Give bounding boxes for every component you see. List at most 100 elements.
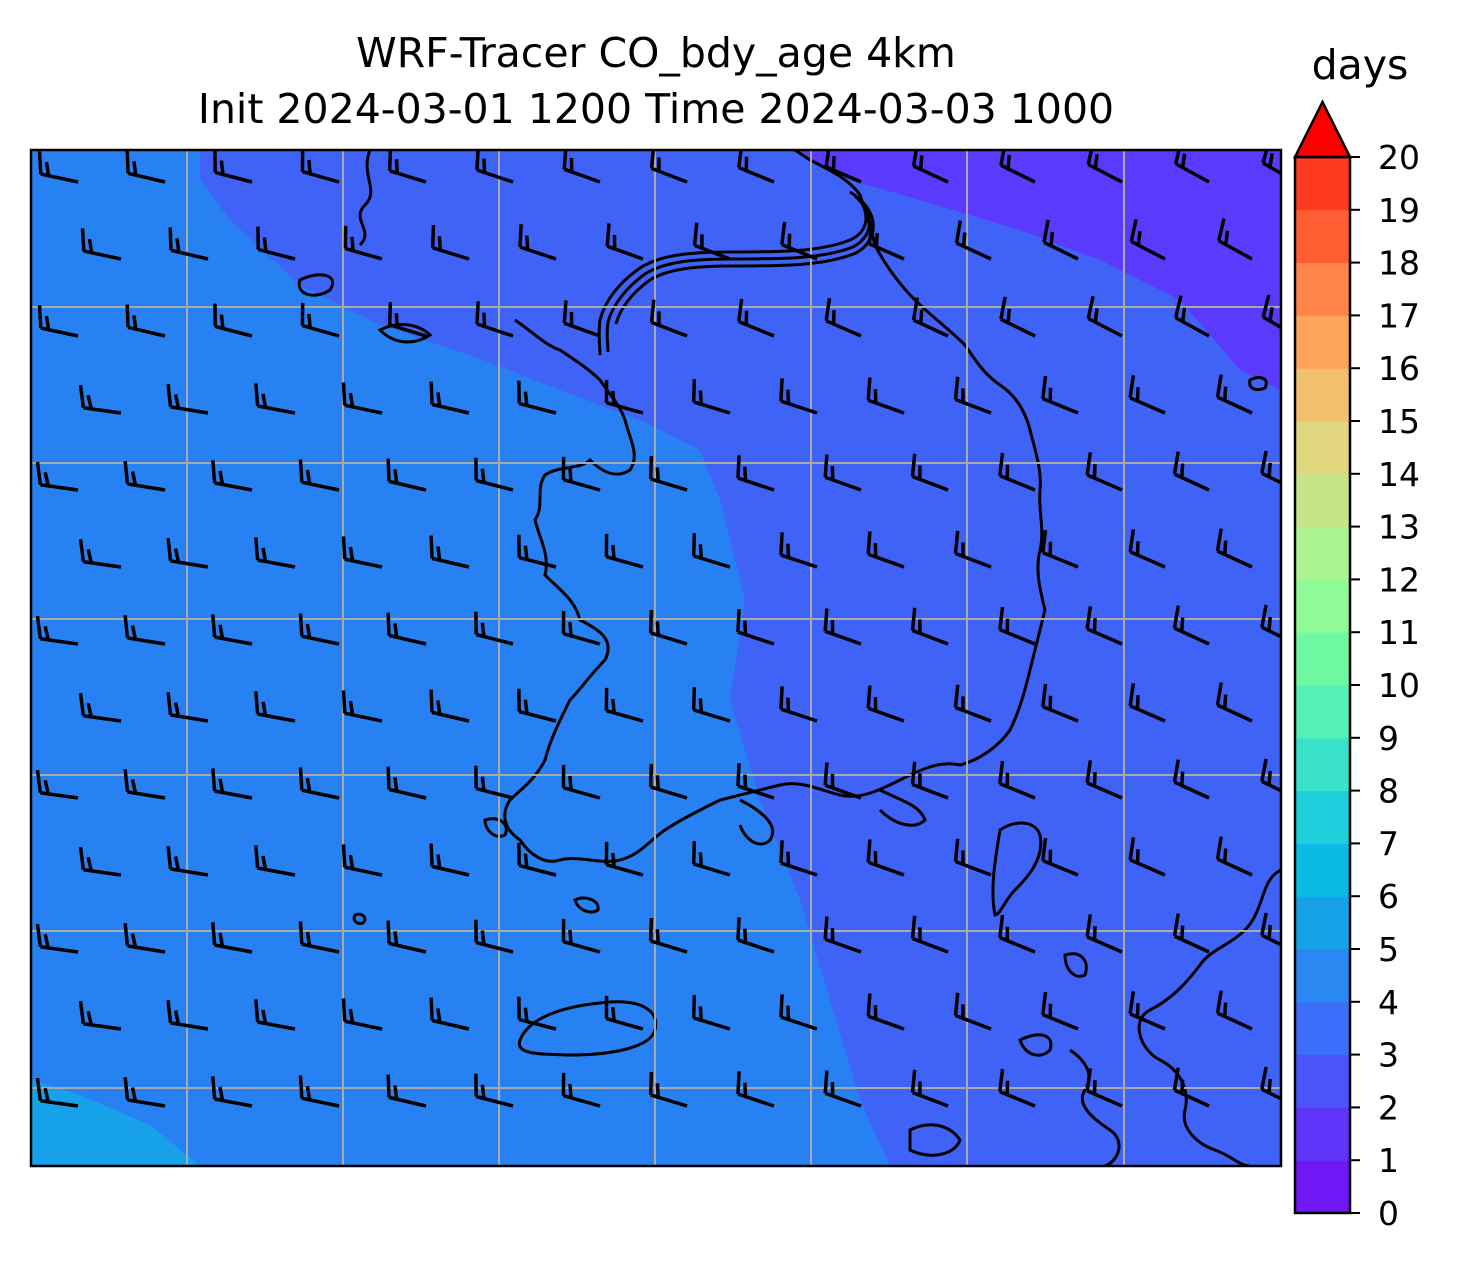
wind-barb (1260, 912, 1281, 954)
wind-barb (823, 608, 862, 646)
wind-barb (954, 220, 992, 261)
colorbar-segment (1295, 473, 1350, 528)
wind-barb (648, 610, 688, 646)
wind-barb (1215, 682, 1253, 723)
wind-barb (517, 380, 557, 415)
wind-barb (1215, 374, 1253, 415)
wind-barb (649, 299, 688, 338)
colorbar-segment (1295, 685, 1350, 739)
wind-barb (517, 842, 557, 877)
colorbar-segment (1295, 843, 1350, 897)
wind-barb (1041, 683, 1079, 723)
wind-barb (866, 531, 905, 569)
wind-barb (256, 226, 296, 261)
colorbar-tick-label: 3 (1378, 1036, 1399, 1075)
wind-barb (386, 1074, 427, 1108)
colorbar-tick-label: 4 (1378, 983, 1399, 1022)
wind-barb (1260, 758, 1281, 800)
colorbar-tick-label: 1 (1378, 1141, 1399, 1180)
wind-barb (780, 221, 818, 261)
wind-barbs (35, 150, 1281, 1108)
graticule (31, 150, 1281, 1166)
wind-barb (999, 150, 1036, 184)
wind-barb (298, 1075, 340, 1108)
wind-barb (1085, 760, 1123, 800)
wind-barb (517, 688, 557, 723)
wind-barb (1042, 219, 1079, 261)
wind-barb (823, 454, 862, 492)
colorbar-tick-label: 10 (1378, 666, 1420, 705)
wind-barb (691, 379, 731, 415)
wind-barb (910, 607, 949, 646)
wind-barb (341, 998, 383, 1031)
colorbar-segment (1295, 1160, 1350, 1214)
wind-barb (254, 845, 296, 877)
wind-barb (998, 1068, 1036, 1108)
wind-barb (604, 379, 644, 415)
wind-barb (211, 614, 253, 646)
wind-barb (429, 997, 470, 1031)
wind-barb (953, 376, 992, 415)
wind-barb (211, 768, 253, 800)
wind-barb (1216, 218, 1253, 261)
wind-barb (953, 992, 992, 1031)
map-frame (29, 148, 1283, 1168)
wind-barb (37, 151, 79, 184)
wind-barb (1085, 606, 1123, 646)
wind-barb (125, 304, 166, 338)
wind-barb (648, 456, 688, 492)
wind-barb (866, 993, 905, 1031)
wind-barb (35, 769, 79, 800)
wind-barb (211, 460, 253, 492)
wind-barb (1173, 295, 1210, 338)
wind-barb (1041, 991, 1079, 1031)
wind-barb (298, 613, 340, 646)
wind-barb (691, 995, 731, 1031)
colorbar-tick-label: 18 (1378, 244, 1420, 283)
wind-barb (125, 150, 166, 184)
wind-barb (1128, 991, 1166, 1031)
wind-barb (78, 846, 122, 877)
wind-barb (561, 918, 601, 954)
wind-barb (561, 764, 601, 800)
wind-barb (911, 150, 949, 184)
wind-barb (561, 610, 601, 646)
wind-barb (1260, 450, 1281, 492)
wind-barb (474, 1073, 514, 1108)
colorbar-segment (1295, 949, 1350, 1003)
wind-barb (604, 687, 644, 723)
wind-barb (998, 760, 1036, 800)
colorbar-segment (1295, 632, 1350, 686)
wind-barb (298, 767, 340, 800)
wind-barb (475, 301, 514, 338)
wind-barb (823, 762, 862, 800)
wind-barb (35, 1077, 79, 1108)
wind-barb (824, 150, 862, 184)
colorbar-segment (1295, 368, 1350, 422)
wind-barb (604, 533, 644, 569)
wind-barb (1041, 837, 1079, 877)
wind-barb (824, 297, 862, 338)
wind-barb (1128, 683, 1166, 723)
wind-barb (779, 378, 818, 415)
wind-barb (78, 1000, 122, 1031)
wind-barb (910, 453, 949, 492)
coastlines (297, 150, 1281, 1166)
wind-barb (35, 461, 79, 492)
wind-barb (254, 383, 296, 415)
colorbar-segment (1295, 790, 1350, 844)
colorbar-tick-label: 20 (1378, 138, 1420, 177)
wind-barb (779, 686, 818, 723)
colorbar-segment (1295, 262, 1350, 316)
wind-barb (78, 384, 122, 415)
colorbar-tick-label: 17 (1378, 296, 1420, 335)
colorbar-tick-label: 9 (1378, 719, 1399, 758)
wind-barb (213, 150, 253, 184)
wind-barb (1215, 528, 1253, 569)
colorbar-segment (1295, 421, 1350, 475)
map-area (31, 150, 1281, 1166)
wind-barb (341, 690, 383, 723)
wind-barb (1085, 452, 1123, 492)
wind-barb (910, 915, 949, 954)
chart-title-line2: Init 2024-03-01 1200 Time 2024-03-03 100… (197, 85, 1115, 133)
